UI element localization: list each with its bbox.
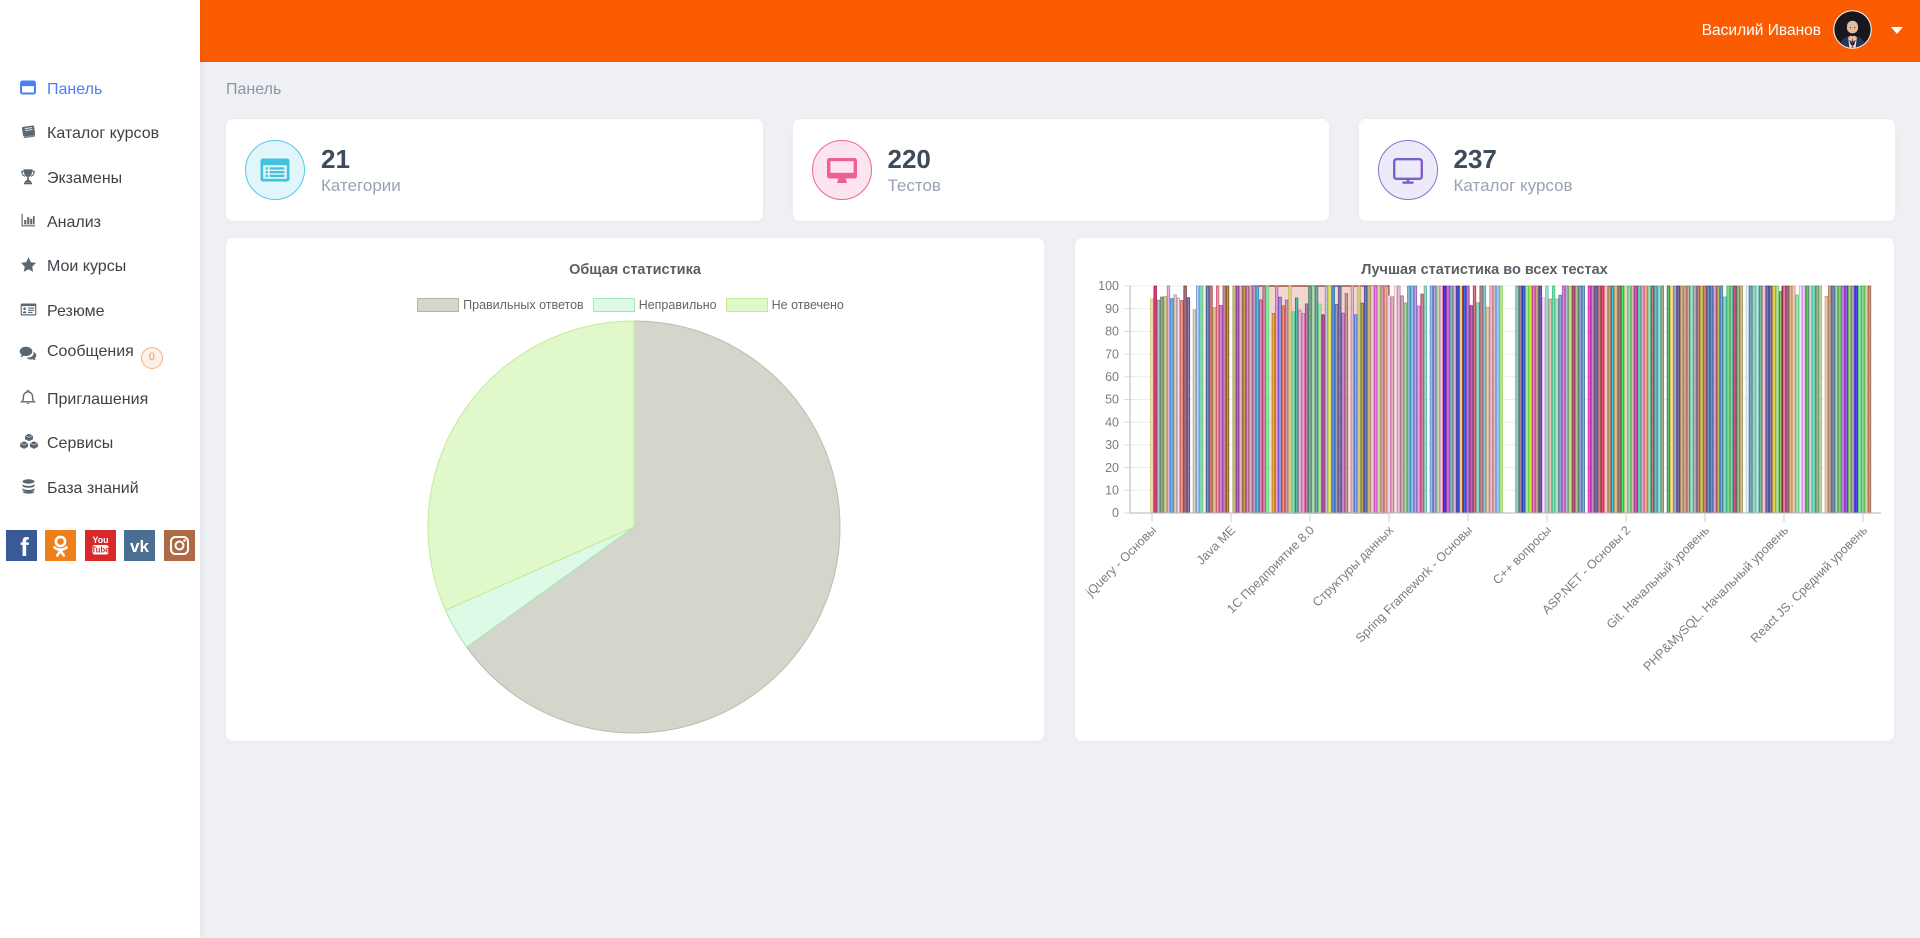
svg-text:10: 10	[1105, 484, 1119, 498]
svg-text:100: 100	[1098, 279, 1119, 293]
svg-text:You: You	[92, 535, 108, 545]
svg-text:jQuery - Основы: jQuery - Основы	[1082, 523, 1159, 600]
svg-text:PHP&MySQL. Начальный уровень: PHP&MySQL. Начальный уровень	[1641, 523, 1792, 674]
svg-text:20: 20	[1105, 461, 1119, 475]
svg-text:Java ME: Java ME	[1194, 523, 1238, 567]
svg-text:70: 70	[1105, 347, 1119, 361]
svg-text:f: f	[20, 532, 29, 561]
svg-text:60: 60	[1105, 370, 1119, 384]
svg-text:C++ вопросы: C++ вопросы	[1490, 523, 1554, 587]
svg-text:90: 90	[1105, 302, 1119, 316]
svg-text:Структуры данных: Структуры данных	[1310, 523, 1397, 610]
svg-text:80: 80	[1105, 325, 1119, 339]
svg-text:Tube: Tube	[91, 545, 110, 554]
svg-text:40: 40	[1105, 415, 1119, 429]
svg-text:30: 30	[1105, 438, 1119, 452]
svg-text:1С Предприятие 8.0: 1С Предприятие 8.0	[1224, 523, 1317, 616]
svg-text:ASP.NET - Основы 2: ASP.NET - Основы 2	[1539, 523, 1633, 617]
svg-text:50: 50	[1105, 393, 1119, 407]
svg-text:0: 0	[1112, 506, 1119, 520]
svg-text:vk: vk	[130, 537, 149, 556]
